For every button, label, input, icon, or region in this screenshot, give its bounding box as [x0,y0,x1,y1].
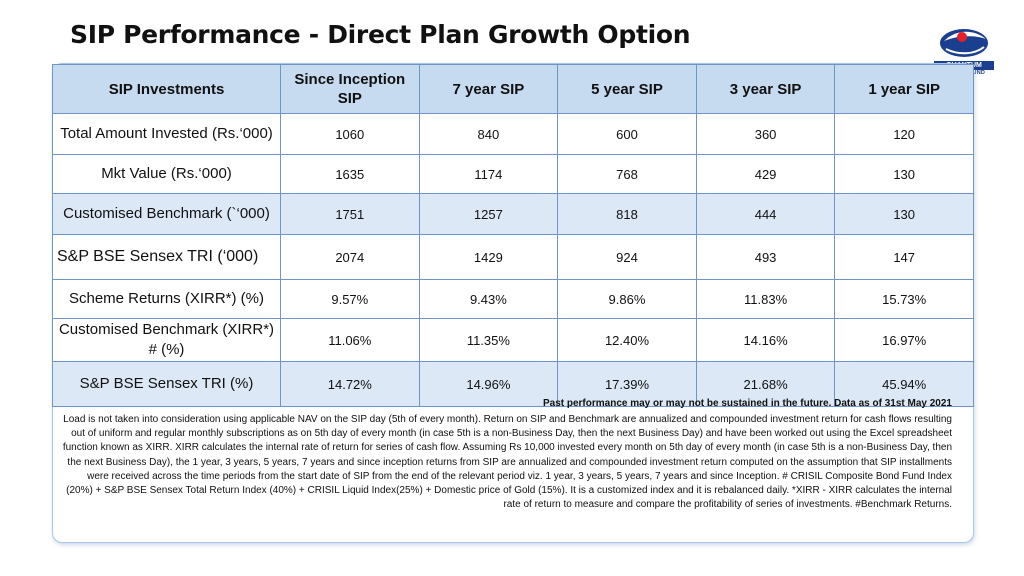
table-cell: 120 [834,113,974,155]
disclaimer-heading: Past performance may or may not be susta… [542,398,952,409]
disclaimer-text: Load is not taken into consideration usi… [62,414,952,511]
column-header: Since Inception SIP [280,64,420,114]
column-header: 1 year SIP [834,64,974,114]
table-cell: 21.68% [695,361,836,407]
table-cell: 45.94% [834,361,974,407]
column-header: SIP Investments [52,64,281,114]
column-header: 3 year SIP [695,64,836,114]
logo-emblem-icon [934,19,994,61]
table-cell: 11.06% [280,318,420,362]
column-header: 5 year SIP [557,64,697,114]
table-cell: 16.97% [834,318,974,362]
table-cell: 130 [834,193,974,235]
table-row: Customised Benchmark (`‘000) 1751 1257 8… [52,193,974,235]
table-cell: 1257 [418,193,559,235]
table-row: Scheme Returns (XIRR*) (%) 9.57% 9.43% 9… [52,279,974,319]
table-cell: 818 [557,193,697,235]
table-cell: 12.40% [557,318,697,362]
row-label: Customised Benchmark (XIRR*) # (%) [52,318,281,362]
sip-performance-table: SIP Investments Since Inception SIP 7 ye… [52,64,974,407]
table-cell: 1635 [280,154,420,194]
table-row: Mkt Value (Rs.‘000) 1635 1174 768 429 13… [52,154,974,194]
column-header: 7 year SIP [418,64,559,114]
table-cell: 130 [834,154,974,194]
page-title: SIP Performance - Direct Plan Growth Opt… [70,20,691,49]
table-cell: 11.35% [418,318,559,362]
table-cell: 14.96% [418,361,559,407]
table-row: Total Amount Invested (Rs.‘000) 1060 840… [52,113,974,155]
table-row: Customised Benchmark (XIRR*) # (%) 11.06… [52,318,974,362]
table-cell: 9.43% [418,279,559,319]
table-cell: 360 [695,113,836,155]
row-label: Total Amount Invested (Rs.‘000) [52,113,281,155]
table-cell: 2074 [280,234,420,280]
table-cell: 768 [557,154,697,194]
table-cell: 924 [557,234,697,280]
table-row: S&P BSE Sensex TRI (%) 14.72% 14.96% 17.… [52,361,974,407]
row-label: Scheme Returns (XIRR*) (%) [52,279,281,319]
table-cell: 147 [834,234,974,280]
table-cell: 9.57% [280,279,420,319]
table-cell: 17.39% [557,361,697,407]
table-cell: 444 [695,193,836,235]
row-label: Mkt Value (Rs.‘000) [52,154,281,194]
table-row: S&P BSE Sensex TRI (‘000) 2074 1429 924 … [52,234,974,280]
table-cell: 9.86% [557,279,697,319]
table-cell: 429 [695,154,836,194]
table-cell: 14.16% [695,318,836,362]
table-cell: 1751 [280,193,420,235]
table-cell: 1174 [418,154,559,194]
table-header-row: SIP Investments Since Inception SIP 7 ye… [52,64,974,114]
table-cell: 840 [418,113,559,155]
table-cell: 14.72% [280,361,420,407]
table-cell: 1060 [280,113,420,155]
table-cell: 1429 [418,234,559,280]
row-label: S&P BSE Sensex TRI (%) [52,361,281,407]
row-label: S&P BSE Sensex TRI (‘000) [52,234,281,280]
row-label: Customised Benchmark (`‘000) [52,193,281,235]
table-cell: 15.73% [834,279,974,319]
table-cell: 600 [557,113,697,155]
table-cell: 11.83% [695,279,836,319]
table-cell: 493 [695,234,836,280]
